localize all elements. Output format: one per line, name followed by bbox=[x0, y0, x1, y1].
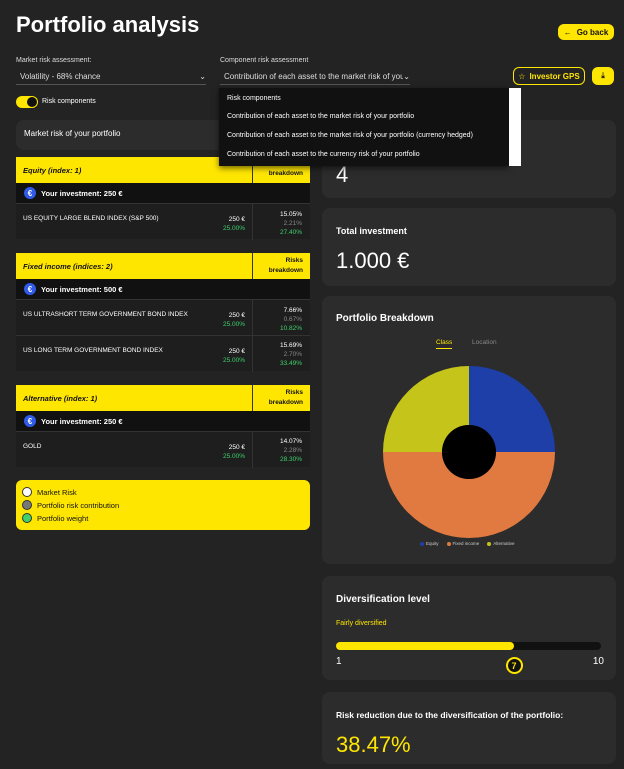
risk-reduction-panel: Risk reduction due to the diversificatio… bbox=[322, 692, 616, 764]
euro-icon: € bbox=[24, 283, 36, 295]
dropdown-option[interactable]: Contribution of each asset to the market… bbox=[227, 132, 473, 139]
card-breakdown-label: Risks breakdown bbox=[268, 389, 303, 406]
tab-location[interactable]: Location bbox=[472, 339, 497, 346]
diversification-title: Diversification level bbox=[336, 594, 430, 605]
risk-legend: Market Risk Portfolio risk contribution … bbox=[16, 480, 310, 530]
risk-components-toggle[interactable] bbox=[16, 96, 38, 108]
tab-class[interactable]: Class bbox=[436, 339, 453, 349]
donut-slice-fixed-income[interactable] bbox=[383, 452, 555, 538]
legend-equity: Equity bbox=[420, 541, 439, 546]
breakdown-title: Portfolio Breakdown bbox=[336, 313, 434, 324]
dropdown-scrollbar[interactable] bbox=[509, 88, 521, 166]
market-risk-panel-title: Market risk of your portfolio bbox=[24, 129, 121, 138]
total-investment-value: 1.000 € bbox=[336, 248, 410, 273]
card-title: Equity (index: 1) bbox=[23, 166, 82, 175]
total-investment-panel: Total investment 1.000 € bbox=[322, 208, 616, 286]
portfolio-weight-legend-icon bbox=[22, 513, 32, 523]
legend-alternative: Alternative bbox=[487, 541, 515, 546]
donut-slice-equity[interactable] bbox=[469, 366, 555, 452]
euro-icon: € bbox=[24, 187, 36, 199]
card-title: Fixed income (indices: 2) bbox=[23, 262, 113, 271]
asset-card-equity: Equity (index: 1) breakdown € Your inves… bbox=[16, 157, 310, 240]
diversification-panel: Diversification level Fairly diversified… bbox=[322, 576, 616, 680]
diversification-max: 10 bbox=[592, 656, 604, 667]
donut-hole bbox=[442, 425, 496, 479]
card-breakdown-label: breakdown bbox=[268, 170, 303, 177]
risk-reduction-title: Risk reduction due to the diversificatio… bbox=[336, 710, 564, 720]
asset-card-alternative: Alternative (index: 1) Risks breakdown €… bbox=[16, 385, 310, 468]
table-row: US ULTRASHORT TERM GOVERNMENT BOND INDEX… bbox=[16, 299, 310, 336]
chevron-down-icon: ⌄ bbox=[199, 72, 206, 81]
card-breakdown-label: Risks breakdown bbox=[268, 257, 303, 274]
investment-amount: Your investment: 250 € bbox=[41, 416, 123, 426]
diversification-status: Fairly diversified bbox=[336, 620, 387, 627]
diversification-min: 1 bbox=[336, 656, 342, 667]
toggle-knob bbox=[27, 97, 37, 107]
table-row: US EQUITY LARGE BLEND INDEX (S&P 500) 25… bbox=[16, 203, 310, 240]
dropdown-option[interactable]: Contribution of each asset to the market… bbox=[227, 113, 415, 120]
count-value: 4 bbox=[336, 162, 349, 187]
market-risk-label: Market risk assessment: bbox=[16, 57, 92, 64]
card-title: Alternative (index: 1) bbox=[23, 394, 98, 403]
star-icon: ☆ bbox=[518, 71, 526, 81]
component-risk-select[interactable]: Contribution of each asset to the market… bbox=[220, 69, 410, 85]
arrow-left-icon: ← bbox=[563, 27, 572, 37]
market-risk-legend-icon bbox=[22, 487, 32, 497]
chevron-down-icon: ⌄ bbox=[403, 72, 410, 81]
diversification-level-marker: 7 bbox=[505, 657, 523, 674]
table-row: US LONG TERM GOVERNMENT BOND INDEX 250 €… bbox=[16, 335, 310, 372]
risk-contribution-legend-icon bbox=[22, 500, 32, 510]
download-button[interactable]: ⤓ bbox=[592, 67, 614, 85]
table-row: GOLD 250 € 25.00% 14.07% 2.28% 28.30% bbox=[16, 431, 310, 468]
dropdown-option[interactable]: Risk components bbox=[227, 95, 281, 102]
market-risk-select[interactable]: Volatility - 68% chance ⌄ bbox=[16, 69, 206, 85]
page-title: Portfolio analysis bbox=[16, 12, 200, 37]
risk-reduction-value: 38.47% bbox=[336, 732, 411, 757]
diversification-bar bbox=[336, 642, 601, 650]
asset-card-fixed-income: Fixed income (indices: 2) Risks breakdow… bbox=[16, 253, 310, 372]
investor-gps-button[interactable]: ☆ Investor GPS bbox=[513, 67, 585, 85]
component-risk-label: Component risk assessment bbox=[220, 57, 309, 64]
total-investment-label: Total investment bbox=[336, 226, 407, 236]
download-icon: ⤓ bbox=[601, 71, 605, 80]
donut-chart bbox=[383, 366, 555, 538]
legend-fixed-income: Fixed income bbox=[446, 541, 479, 546]
investment-amount: Your investment: 250 € bbox=[41, 188, 123, 198]
euro-icon: € bbox=[24, 415, 36, 427]
donut-slice-alternative[interactable] bbox=[383, 366, 469, 452]
component-risk-dropdown: Risk components Contribution of each ass… bbox=[219, 88, 509, 166]
portfolio-breakdown-panel: Portfolio Breakdown Class Location Equit… bbox=[322, 296, 616, 564]
dropdown-option[interactable]: Contribution of each asset to the curren… bbox=[227, 151, 420, 158]
toggle-label: Risk components bbox=[42, 98, 96, 105]
diversification-bar-fill bbox=[336, 642, 514, 650]
investment-amount: Your investment: 500 € bbox=[41, 284, 123, 294]
go-back-button[interactable]: ← Go back bbox=[558, 24, 614, 40]
